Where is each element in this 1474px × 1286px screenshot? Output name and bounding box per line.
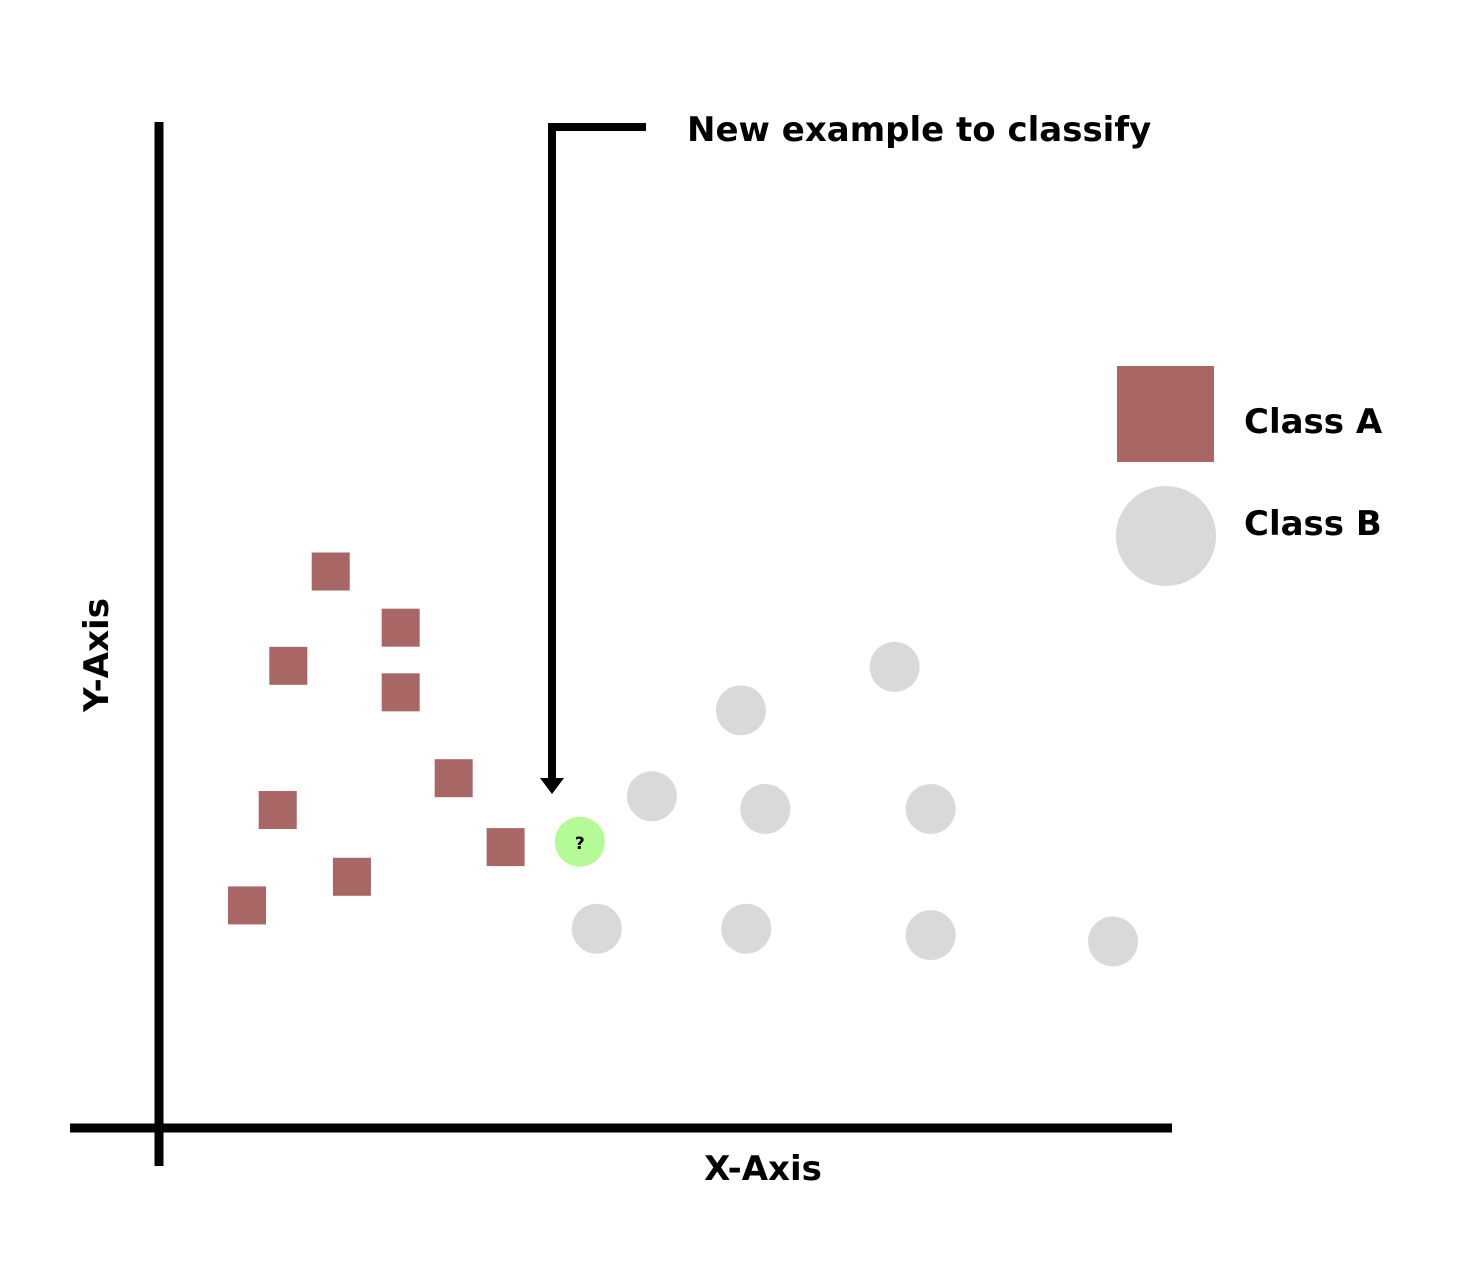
legend-label-class-a: Class A xyxy=(1244,402,1383,442)
class-b-point-4 xyxy=(740,783,791,834)
class-b-point-6 xyxy=(571,903,622,954)
class-b-point-2 xyxy=(715,685,766,736)
annotation-arrowhead xyxy=(540,778,564,794)
class-a-point-8 xyxy=(332,857,371,896)
query-point: ? xyxy=(554,816,605,867)
query-point-marker xyxy=(554,816,605,867)
class-b-point-8 xyxy=(905,910,956,961)
class-a-point-9 xyxy=(227,886,266,925)
class-a-point-1 xyxy=(311,552,350,591)
legend-swatch-class-b xyxy=(1116,486,1216,586)
class-a-point-4 xyxy=(381,673,420,712)
class-a-point-7 xyxy=(486,828,525,867)
legend: Class A Class B xyxy=(1116,366,1383,586)
query-point-label: ? xyxy=(575,834,585,854)
annotation-leader-line xyxy=(548,123,646,780)
x-axis-label: X-Axis xyxy=(704,1149,822,1189)
class-b-point-1 xyxy=(869,641,920,692)
class-a-point-6 xyxy=(258,791,297,829)
legend-swatch-class-a xyxy=(1117,366,1214,462)
class-b-point-3 xyxy=(626,771,677,822)
class-b-point-7 xyxy=(721,903,772,954)
data-points xyxy=(227,552,1138,967)
class-b-point-5 xyxy=(905,783,956,834)
legend-label-class-b: Class B xyxy=(1244,504,1382,544)
class-a-point-2 xyxy=(381,608,420,647)
annotation-label: New example to classify xyxy=(687,110,1151,150)
class-b-point-9 xyxy=(1088,916,1138,967)
class-a-point-3 xyxy=(269,646,308,685)
class-a-point-5 xyxy=(434,759,473,798)
y-axis-label: Y-Axis xyxy=(77,598,117,713)
